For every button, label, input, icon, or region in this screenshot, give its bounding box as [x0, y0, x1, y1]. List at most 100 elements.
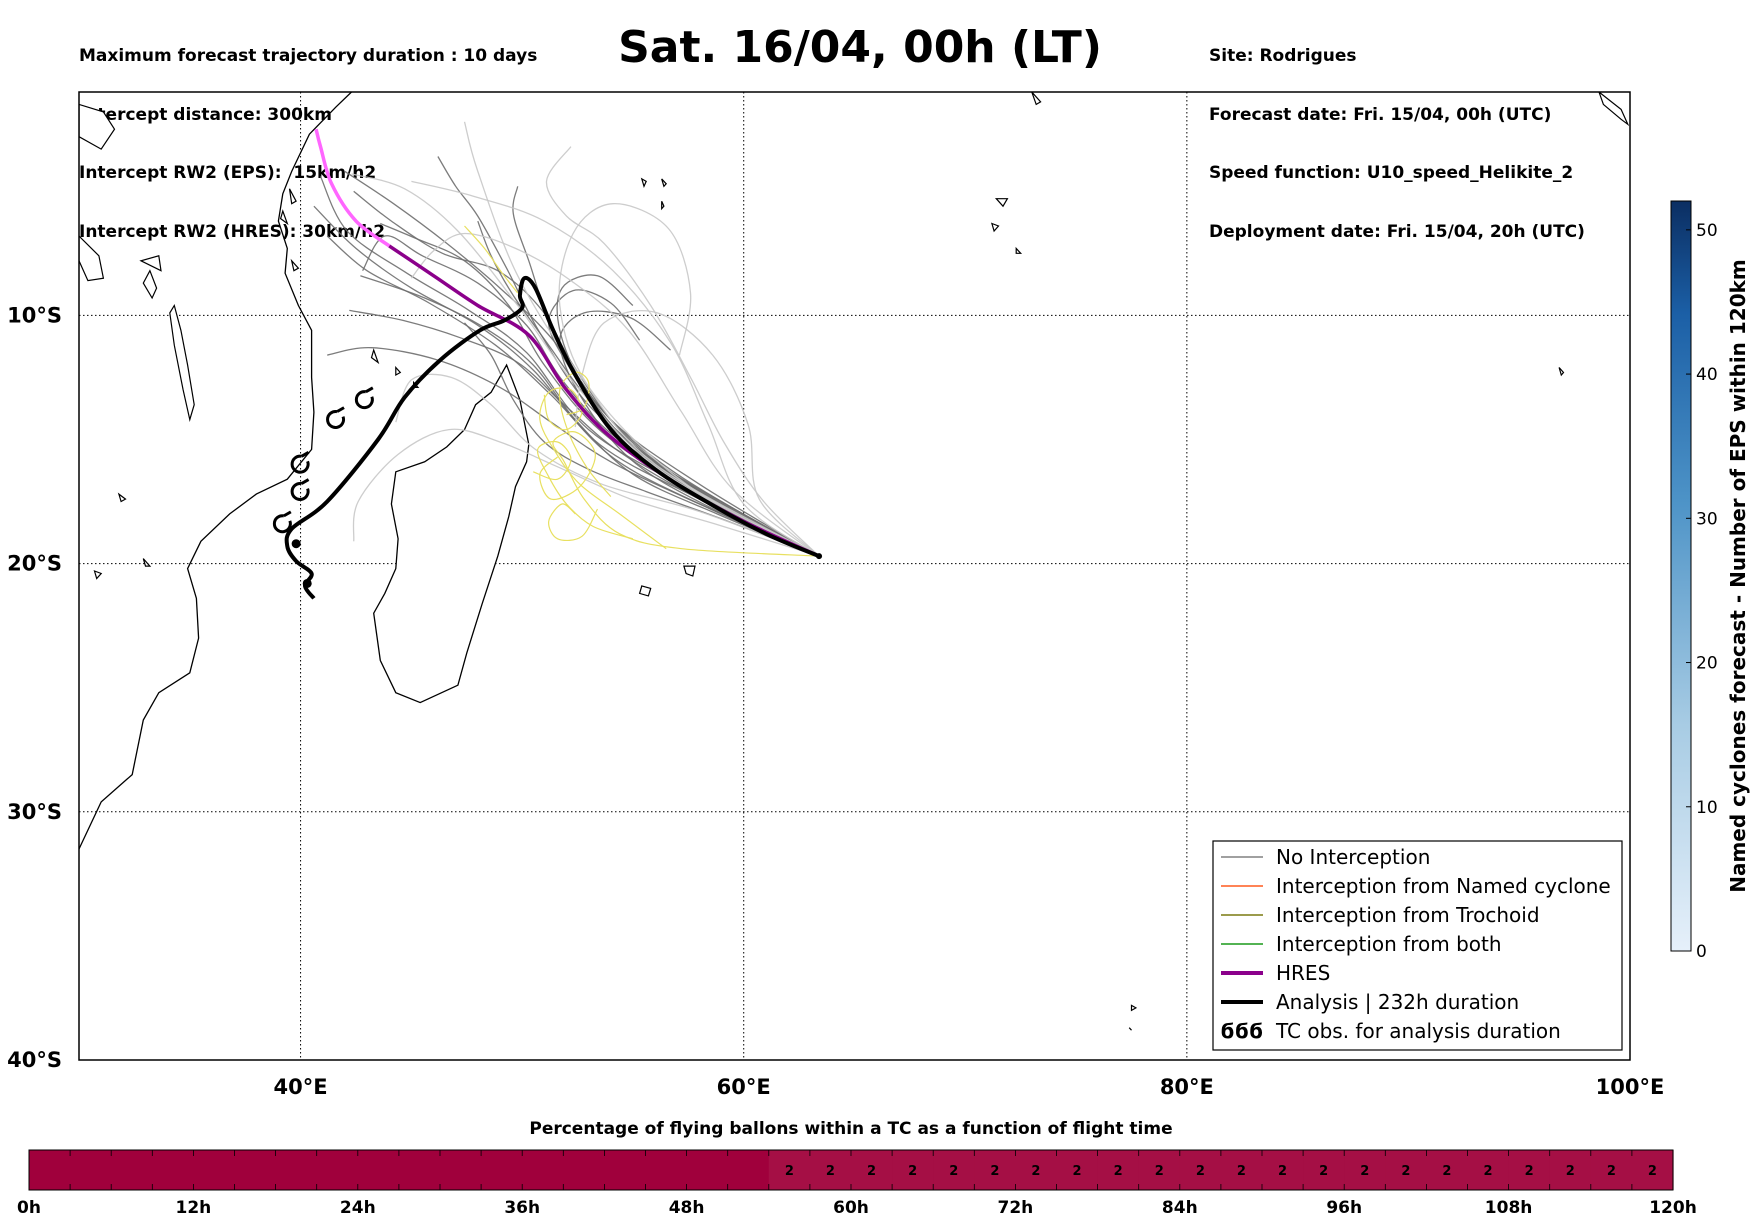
- lon-tick-label: 40°E: [274, 1075, 328, 1099]
- info-line: Forecast date: Fri. 15/04, 00h (UTC): [1209, 104, 1552, 125]
- coast-island: [1015, 246, 1023, 254]
- heatmap-cell: [234, 1150, 277, 1190]
- heatmap-cell: [892, 1150, 934, 1190]
- coast-lake: [79, 103, 116, 150]
- analysis-point: [302, 578, 312, 588]
- heatmap-tick-label: 108h: [1485, 1198, 1533, 1218]
- heatmap-tick-label: 84h: [1162, 1198, 1198, 1218]
- legend-label: Interception from both: [1276, 932, 1502, 956]
- heatmap-frame: [28, 1149, 1674, 1191]
- heatmap-cell: [1631, 1150, 1674, 1190]
- trochoid-trajectory: [532, 440, 634, 540]
- heatmap-cell-label: 2: [867, 1164, 876, 1179]
- heatmap-cell: [152, 1150, 194, 1190]
- tc-obs-tail: [365, 386, 374, 394]
- heatmap-tick-label: 72h: [998, 1198, 1034, 1218]
- info-line: Intercept distance: 300km: [79, 104, 332, 125]
- heatmap-cell: [604, 1150, 647, 1190]
- heatmap-cell-label: 2: [1073, 1164, 1082, 1179]
- heatmap-cell: [1590, 1150, 1633, 1190]
- heatmap-cell: [193, 1150, 236, 1190]
- heatmap-cell-label: 2: [1278, 1164, 1287, 1179]
- heatmap-cell: [1056, 1150, 1099, 1190]
- heatmap-cell-label: 2: [1155, 1164, 1164, 1179]
- lon-tick-label: 60°E: [717, 1075, 771, 1099]
- heatmap-tick-label: 120h: [1649, 1198, 1697, 1218]
- map-gridlines: [79, 92, 1630, 1060]
- axis-labels: 10°S 20°S 30°S 40°S 40°E 60°E 80°E 100°E: [7, 303, 1664, 1099]
- heatmap-cell-label: 2: [990, 1164, 999, 1179]
- heatmap-cell: [851, 1150, 893, 1190]
- hres-trajectory-end: [314, 128, 391, 248]
- heatmap-tick-label: 24h: [340, 1198, 376, 1218]
- colorbar-tick-label: 50: [1696, 221, 1718, 241]
- heatmap-cell-label: 2: [1114, 1164, 1123, 1179]
- legend-label: TC obs. for analysis duration: [1275, 1019, 1561, 1043]
- eps-trajectory: [352, 428, 820, 557]
- heatmap-cell: [563, 1150, 605, 1190]
- lat-tick-label: 10°S: [7, 303, 62, 327]
- lat-tick-label: 30°S: [7, 800, 62, 824]
- heatmap-cell: [440, 1150, 482, 1190]
- coast-island: [1031, 92, 1042, 106]
- eps-trajectory: [574, 310, 820, 557]
- coast-island: [93, 570, 103, 580]
- colorbar-tick-label: 30: [1696, 509, 1718, 529]
- coast-africa: [79, 92, 352, 850]
- legend-label: Interception from Trochoid: [1276, 903, 1540, 927]
- colorbar-tick-label: 10: [1696, 798, 1718, 818]
- legend-tc-swatch: ϭϭϭ: [1220, 1019, 1263, 1043]
- coast-island: [290, 258, 300, 272]
- analysis-point: [291, 539, 301, 549]
- colorbar-gradient: [1670, 200, 1692, 952]
- coast-lake: [169, 303, 195, 422]
- lon-tick-label: 100°E: [1596, 1075, 1665, 1099]
- heatmap-cell: [645, 1150, 688, 1190]
- heatmap-cell: [974, 1150, 1016, 1190]
- info-line: Site: Rodrigues: [1209, 46, 1357, 66]
- coast-island: [142, 558, 152, 567]
- eps-trajectory: [351, 173, 820, 557]
- tc-obs-symbol: [354, 390, 374, 410]
- tc-obs-tail: [336, 406, 345, 413]
- coast-island: [994, 198, 1009, 208]
- heatmap-cell-label: 2: [1031, 1164, 1040, 1179]
- heatmap-tick-label: 12h: [176, 1198, 212, 1218]
- eps-trajectory: [344, 170, 820, 557]
- heatmap-cell: [398, 1150, 441, 1190]
- heatmap-cell: [357, 1150, 400, 1190]
- coast-island: [638, 585, 652, 597]
- heatmap-cell: [1549, 1150, 1592, 1190]
- legend-label: No Interception: [1276, 845, 1430, 869]
- legend-box: [1212, 840, 1623, 1051]
- coast-lake: [142, 269, 158, 300]
- coast-island: [1130, 1004, 1138, 1012]
- eps-trajectory: [548, 289, 820, 557]
- coast-madagascar: [373, 363, 530, 704]
- heatmap-cell: [809, 1150, 852, 1190]
- info-line: Intercept RW2 (HRES): 30km/h2: [79, 221, 386, 242]
- tc-obs-tail: [300, 478, 310, 485]
- heatmap-cell-label: 2: [1401, 1164, 1410, 1179]
- info-line: Maximum forecast trajectory duration : 1…: [79, 46, 538, 66]
- colorbar-tick-label: 40: [1696, 365, 1718, 385]
- trochoid-trajectory: [539, 431, 820, 557]
- heatmap-cell-label: 2: [1607, 1164, 1616, 1179]
- heatmap-cell-label: 2: [1237, 1164, 1246, 1179]
- heatmap-cell: [29, 1150, 71, 1190]
- legend-label: Interception from Named cyclone: [1276, 874, 1611, 898]
- heatmap-cell: [1385, 1150, 1427, 1190]
- launch-site-marker: [816, 553, 823, 560]
- colorbar-title: Named cyclones forecast - Number of EPS …: [1726, 259, 1750, 893]
- heatmap-cell-label: 2: [1648, 1164, 1657, 1179]
- tc-obs-symbol: [290, 454, 310, 474]
- coastline: [79, 92, 1630, 1031]
- heatmap-cell: [316, 1150, 359, 1190]
- eps-trajectory: [410, 232, 820, 557]
- info-line: Speed function: U10_speed_Helikite_2: [1209, 163, 1574, 183]
- heatmap-cell: [111, 1150, 153, 1190]
- coast-island: [683, 565, 696, 577]
- time-heatmap: Percentage of flying ballons within a TC…: [17, 1119, 1697, 1218]
- header-right-info: Site: Rodrigues Forecast date: Fri. 15/0…: [1209, 8, 1585, 262]
